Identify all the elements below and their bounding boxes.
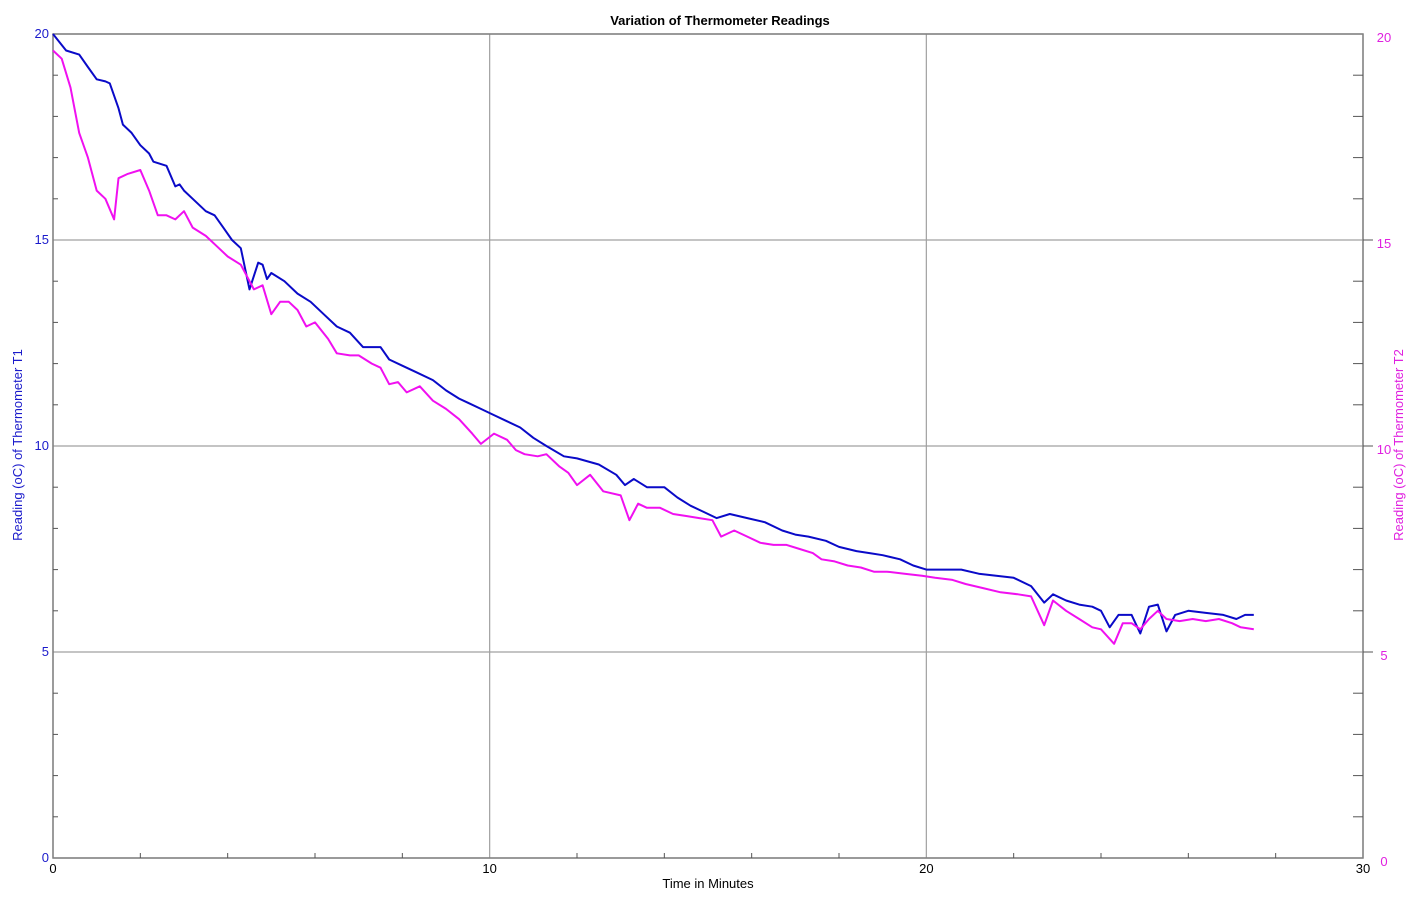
x-axis-ticks: 0 10 20 30 bbox=[49, 861, 1370, 876]
x-tick-label: 0 bbox=[49, 861, 56, 876]
left-y-tick-label: 10 bbox=[35, 438, 49, 453]
x-tick-label: 30 bbox=[1356, 861, 1370, 876]
minor-ticks bbox=[53, 74, 1373, 858]
right-y-tick-label: 0 bbox=[1380, 854, 1387, 869]
right-y-axis-ticks: 0 5 10 15 20 bbox=[1377, 30, 1391, 869]
series-lines bbox=[52, 33, 1254, 645]
x-tick-label: 10 bbox=[482, 861, 496, 876]
right-y-axis-label: Reading (oC) of Thermometer T2 bbox=[1391, 349, 1406, 541]
series-line-2 bbox=[52, 49, 1254, 645]
left-y-axis-ticks: 0 5 10 15 20 bbox=[35, 26, 49, 865]
left-y-axis-label: Reading (oC) of Thermometer T1 bbox=[10, 349, 25, 541]
left-y-tick-label: 5 bbox=[42, 644, 49, 659]
grid-lines bbox=[52, 33, 1364, 859]
right-y-tick-label: 10 bbox=[1377, 442, 1391, 457]
chart-title: Variation of Thermometer Readings bbox=[610, 13, 830, 28]
left-y-tick-label: 20 bbox=[35, 26, 49, 41]
left-y-tick-label: 0 bbox=[42, 850, 49, 865]
series-line-1 bbox=[52, 33, 1254, 635]
right-y-tick-label: 20 bbox=[1377, 30, 1391, 45]
right-y-tick-label: 5 bbox=[1380, 648, 1387, 663]
x-tick-label: 20 bbox=[919, 861, 933, 876]
right-y-tick-label: 15 bbox=[1377, 236, 1391, 251]
x-axis-label: Time in Minutes bbox=[662, 876, 754, 891]
left-y-tick-label: 15 bbox=[35, 232, 49, 247]
